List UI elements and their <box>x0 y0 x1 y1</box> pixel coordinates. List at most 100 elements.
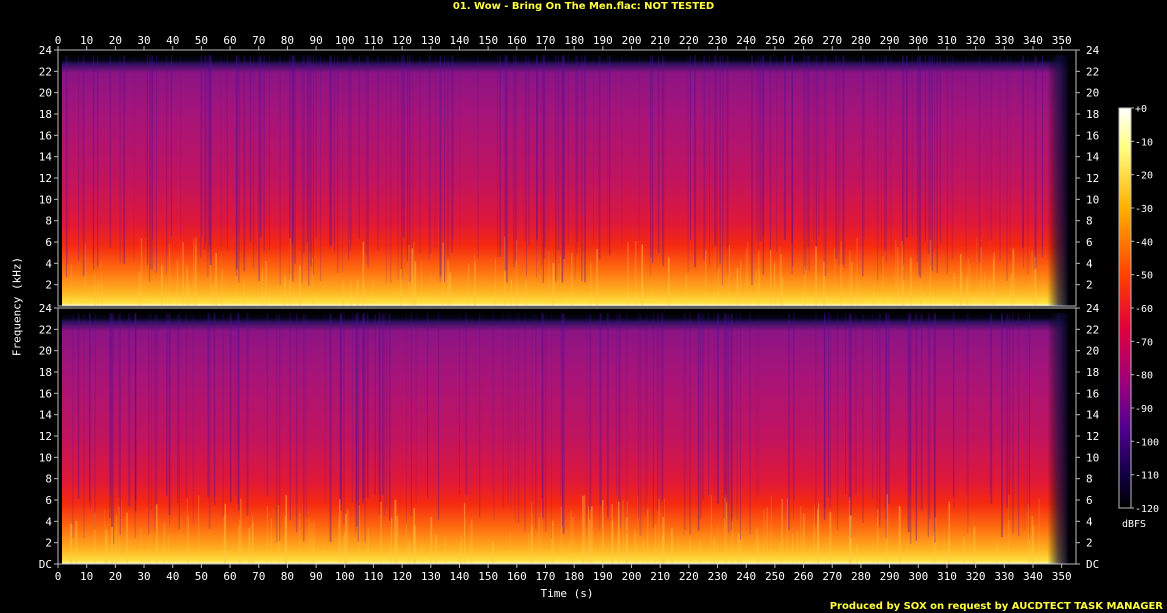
texture-streak-dark <box>652 313 654 528</box>
texture-streak-dark <box>1035 55 1037 269</box>
y-tick-label: 14 <box>39 409 53 422</box>
texture-streak-bright <box>965 276 968 306</box>
texture-streak-dark <box>918 55 920 278</box>
texture-streak-dark <box>493 313 495 520</box>
texture-streak-dark <box>406 55 408 262</box>
texture-streak-dark <box>276 313 278 543</box>
texture-streak-dark <box>166 55 167 275</box>
texture-streak-bright <box>182 242 184 306</box>
texture-streak-dark <box>243 55 246 272</box>
texture-streak-dark <box>169 313 171 525</box>
texture-streak-bright <box>414 261 417 306</box>
texture-streak-dark <box>939 55 942 244</box>
x-tick-label: 350 <box>1052 570 1072 583</box>
texture-streak-dark <box>791 55 793 275</box>
texture-streak-dark <box>263 55 265 252</box>
texture-streak-bright <box>840 240 842 306</box>
colorbar-tick-label: -10 <box>1135 137 1153 148</box>
y-tick-label: 24 <box>1086 44 1100 57</box>
texture-streak-bright <box>710 495 712 564</box>
x-tick-label: 10 <box>80 570 93 583</box>
texture-streak-dark <box>222 313 224 517</box>
y-tick-label: 8 <box>45 473 52 486</box>
texture-streak-dark <box>723 313 725 519</box>
texture-streak-dark <box>362 313 365 504</box>
texture-streak-bright <box>601 499 604 564</box>
texture-streak-dark <box>1008 313 1010 521</box>
texture-streak-dark <box>206 55 209 278</box>
texture-streak-bright <box>736 267 739 306</box>
x-tick-label: 160 <box>507 34 527 47</box>
texture-streak-bright <box>779 246 781 306</box>
texture-streak-bright <box>118 506 120 564</box>
texture-streak-bright <box>705 250 707 306</box>
texture-streak-bright <box>637 496 639 564</box>
texture-streak-bright <box>372 276 374 306</box>
texture-streak-dark <box>289 313 291 521</box>
texture-streak-dark <box>363 313 365 499</box>
x-tick-label: 60 <box>223 34 236 47</box>
texture-streak-bright <box>249 536 251 564</box>
x-tick-label: 330 <box>994 34 1014 47</box>
texture-streak-bright <box>634 241 637 306</box>
texture-streak-dark <box>349 55 351 251</box>
texture-streak-dark <box>916 55 918 263</box>
x-tick-label: 330 <box>994 570 1014 583</box>
texture-streak-dark <box>465 313 467 496</box>
x-tick-label: 350 <box>1052 34 1072 47</box>
texture-streak-bright <box>667 257 670 306</box>
texture-streak-bright <box>873 284 875 306</box>
texture-streak-dark <box>804 55 807 271</box>
texture-streak-dark <box>291 55 294 244</box>
texture-streak-dark <box>77 313 80 500</box>
x-tick-label: 30 <box>137 570 150 583</box>
texture-streak-dark <box>427 313 429 498</box>
texture-streak-bright <box>149 531 151 564</box>
texture-streak-dark <box>229 313 232 503</box>
texture-streak-bright <box>126 512 128 564</box>
texture-streak-bright <box>358 505 360 564</box>
texture-streak-bright <box>647 508 649 564</box>
texture-streak-dark <box>309 55 311 253</box>
texture-streak-dark <box>517 313 520 524</box>
texture-streak-bright <box>278 541 281 564</box>
texture-streak-dark <box>447 55 449 258</box>
texture-streak-bright <box>284 516 287 564</box>
texture-streak-dark <box>213 313 215 498</box>
y-tick-label: 4 <box>1086 257 1093 270</box>
texture-streak-dark <box>756 55 758 242</box>
texture-streak-dark <box>561 55 564 283</box>
texture-streak-dark <box>1012 313 1014 534</box>
y-tick-label: 6 <box>1086 236 1093 249</box>
texture-streak-dark <box>429 55 432 254</box>
texture-streak-dark <box>510 313 512 509</box>
texture-streak-bright <box>140 528 142 564</box>
texture-streak-dark <box>366 313 369 498</box>
x-tick-label: 190 <box>593 34 613 47</box>
colorbar-tick-label: -120 <box>1135 504 1159 515</box>
texture-streak-bright <box>848 496 851 564</box>
texture-streak-bright <box>756 528 758 564</box>
texture-streak-dark <box>320 55 322 282</box>
texture-streak-bright <box>510 279 513 306</box>
texture-streak-dark <box>713 313 715 496</box>
texture-streak-bright <box>223 514 226 564</box>
texture-streak-dark <box>65 55 67 278</box>
texture-streak-dark <box>1034 55 1036 270</box>
texture-streak-bright <box>934 517 937 564</box>
texture-streak-dark <box>1029 313 1030 540</box>
texture-streak-dark <box>279 55 281 286</box>
channel-1-fade-out <box>1047 55 1070 307</box>
x-tick-label: 120 <box>392 34 412 47</box>
texture-streak-dark <box>366 55 368 265</box>
texture-streak-bright <box>167 533 170 564</box>
texture-streak-bright <box>920 284 922 306</box>
texture-streak-dark <box>405 313 407 526</box>
texture-streak-dark <box>722 55 724 246</box>
texture-streak-bright <box>176 260 179 306</box>
y-tick-label: 8 <box>45 215 52 228</box>
x-tick-label: 300 <box>908 34 928 47</box>
x-tick-label: 320 <box>966 34 986 47</box>
texture-streak-bright <box>84 243 86 306</box>
